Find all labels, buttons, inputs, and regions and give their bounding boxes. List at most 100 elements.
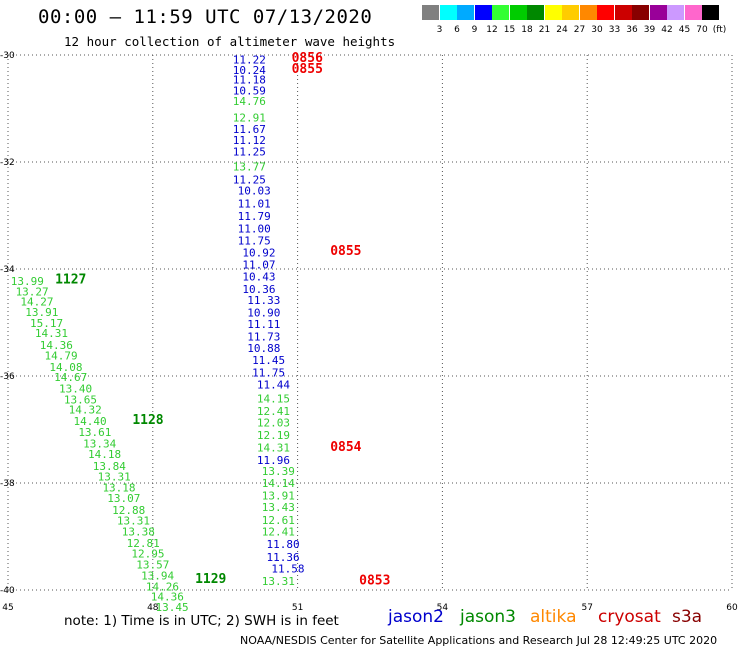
mission-label-jason2: jason2 (388, 607, 444, 627)
wave-height-label: 11.79 (238, 210, 271, 223)
wave-height-label: 13.38 (122, 526, 155, 539)
scale-label: 9 (471, 25, 478, 35)
wave-height-label: 13.45 (156, 601, 189, 614)
wave-height-label: 13.34 (83, 437, 116, 450)
time-label: 0855 (330, 244, 361, 259)
wave-height-label: 15.17 (30, 317, 63, 330)
wave-height-label: 11.18 (233, 74, 266, 87)
wave-height-label: 10.43 (242, 270, 275, 283)
wave-height-label: 14.40 (73, 415, 106, 428)
wave-height-label: 12.41 (257, 405, 290, 418)
wave-height-label: 11.07 (242, 259, 275, 272)
y-tick-label: -36 (0, 372, 15, 382)
x-tick-label: 54 (437, 603, 449, 613)
scale-swatch (562, 5, 579, 20)
mission-label-cryosat: cryosat (598, 607, 661, 627)
wave-height-label: 11.11 (247, 318, 280, 331)
wave-height-label: 13.40 (59, 382, 92, 395)
x-tick-label: 45 (2, 603, 13, 613)
wave-height-label: 13.39 (262, 465, 295, 478)
scale-swatch (509, 5, 527, 20)
wave-height-label: 11.75 (238, 235, 271, 248)
wave-height-label: 11.22 (233, 53, 266, 66)
scale-swatch (632, 5, 649, 20)
wave-height-label: 13.94 (141, 570, 174, 583)
wave-height-label: 14.14 (262, 477, 295, 490)
time-label: 0854 (330, 440, 361, 455)
y-tick-label: -38 (0, 479, 15, 489)
scale-label: 21 (538, 25, 551, 35)
wave-height-label: 12.91 (233, 112, 266, 125)
scale-label: 18 (521, 25, 533, 35)
wave-height-label: 14.36 (151, 590, 184, 603)
scale-label: 36 (626, 25, 638, 35)
time-label: 1127 (55, 273, 86, 288)
wave-height-label: 11.12 (233, 134, 266, 147)
wave-height-label: 12.88 (112, 504, 145, 517)
scale-swatch (527, 5, 544, 20)
scale-swatch (684, 5, 702, 20)
x-tick-label: 48 (147, 603, 159, 613)
wave-height-label: 10.03 (238, 184, 271, 197)
scale-label: 30 (591, 25, 603, 35)
wave-height-label: 14.08 (49, 361, 82, 374)
wave-height-label: 14.27 (20, 296, 53, 309)
wave-height-label: 11.36 (267, 551, 300, 564)
wave-height-label: 14.31 (35, 327, 68, 340)
footer-credit: NOAA/NESDIS Center for Satellite Applica… (240, 634, 718, 647)
scale-label: 33 (608, 25, 621, 35)
wave-height-label: 13.65 (64, 394, 97, 407)
scale-label: 45 (678, 25, 691, 35)
scale-label: 24 (556, 25, 568, 35)
time-label: 0856 (292, 51, 323, 66)
y-tick-label: -32 (0, 158, 15, 168)
wave-height-label: 13.18 (102, 481, 135, 494)
scale-swatch (579, 5, 597, 20)
wave-height-label: 12.19 (257, 429, 290, 442)
scale-swatch (667, 5, 684, 20)
wave-height-label: 13.91 (25, 306, 58, 319)
scale-swatch (649, 5, 667, 20)
wave-height-label: 10.88 (247, 342, 280, 355)
wave-height-label: 11.80 (267, 538, 300, 551)
time-label: 1128 (132, 413, 163, 428)
wave-height-label: 14.26 (146, 580, 179, 593)
wave-height-label: 13.31 (262, 575, 295, 588)
wave-height-label: 13.07 (107, 492, 140, 505)
wave-height-label: 11.44 (257, 379, 290, 392)
wave-height-label: 13.57 (136, 558, 169, 571)
time-label: 0855 (292, 62, 323, 77)
wave-height-label: 14.79 (45, 350, 78, 363)
wave-height-label: 13.84 (93, 460, 126, 473)
chart-subtitle: 12 hour collection of altimeter wave hei… (64, 34, 396, 49)
scale-label: 70 (696, 25, 708, 35)
wave-height-label: 14.76 (233, 95, 266, 108)
wave-height-label: 11.00 (238, 222, 271, 235)
wave-height-label: 11.33 (247, 294, 280, 307)
scale-swatch (457, 5, 474, 20)
wave-height-label: 11.25 (233, 145, 266, 158)
scale-swatch (614, 5, 632, 20)
scale-label: 12 (486, 25, 498, 35)
scale-label: 15 (503, 25, 516, 35)
mission-label-s3a: s3a (672, 607, 703, 627)
wave-height-label: 14.15 (257, 392, 290, 405)
wave-height-label: 12.41 (262, 526, 295, 539)
wave-height-label: 13.27 (16, 285, 49, 298)
time-label: 0853 (359, 573, 390, 588)
wave-height-label: 13.99 (11, 275, 44, 288)
y-tick-label: -30 (0, 51, 15, 61)
wave-height-label: 10.90 (247, 306, 280, 319)
x-tick-label: 57 (581, 603, 592, 613)
scale-label: (ft) (712, 25, 727, 35)
wave-height-label: 14.67 (54, 371, 87, 384)
wave-height-label: 11.25 (233, 174, 266, 187)
scale-swatch (597, 5, 614, 20)
wave-height-label: 10.59 (233, 84, 266, 97)
scale-swatch (439, 5, 457, 20)
scale-label: 6 (454, 25, 460, 35)
scale-swatch (474, 5, 492, 20)
wave-height-label: 14.36 (40, 339, 73, 352)
wave-height-label: 10.24 (233, 64, 266, 77)
